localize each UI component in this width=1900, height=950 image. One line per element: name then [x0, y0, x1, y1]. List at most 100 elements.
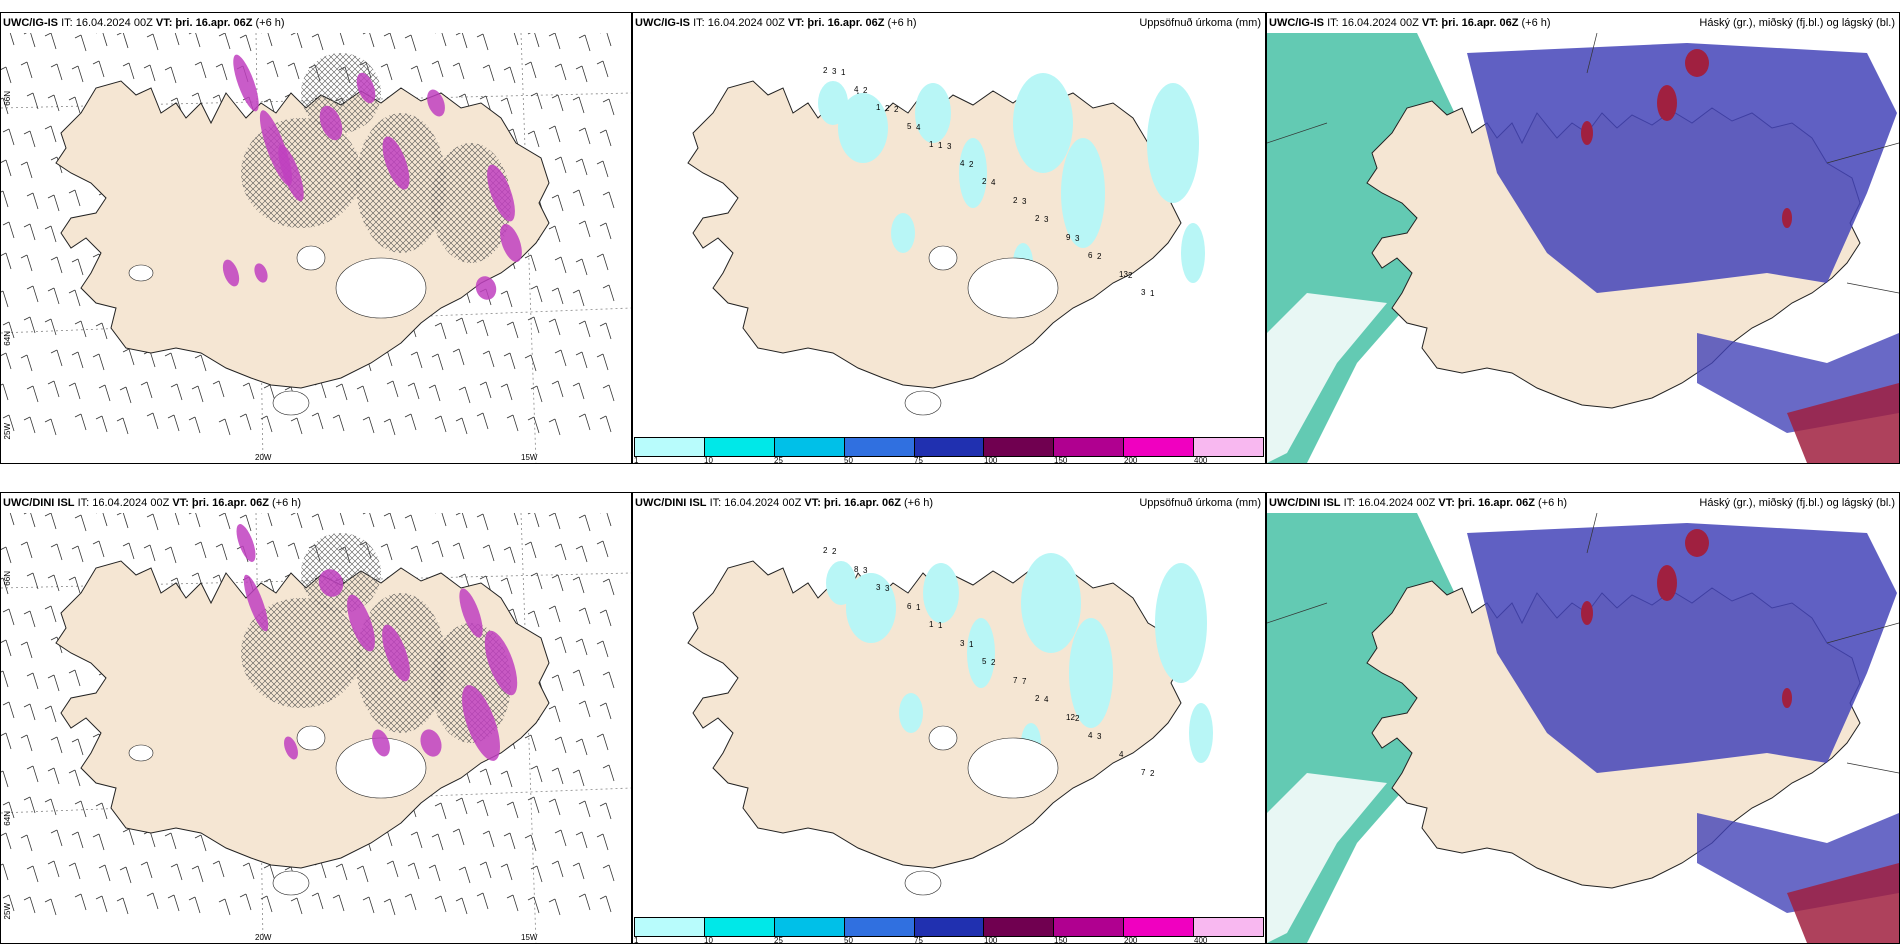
colorbar-swatch	[774, 918, 845, 936]
precip-value-label: 2	[1013, 196, 1018, 205]
colorbar-ticks: 1 10 25 50 75 100 150 200 400	[634, 456, 1264, 463]
wind-barb	[174, 513, 180, 526]
colorbar-swatch	[844, 918, 915, 936]
glacier-patch	[335, 257, 427, 319]
domain-line	[1267, 602, 1328, 624]
wind-barb	[1, 352, 12, 370]
wind-barb	[71, 351, 84, 369]
wind-barb	[191, 865, 204, 883]
wind-barb	[71, 738, 84, 756]
valid-time: VT: þri. 16.apr. 06Z	[1421, 17, 1519, 29]
wind-barb	[92, 833, 105, 851]
wind-barb	[410, 351, 423, 369]
wind-barb	[50, 349, 63, 367]
precip-cell	[319, 105, 343, 141]
wind-barb	[554, 63, 567, 81]
glacier-patch	[272, 390, 310, 416]
precip-value-label: 2	[885, 104, 890, 113]
wind-barb	[362, 416, 375, 434]
wind-barb	[524, 541, 537, 559]
wind-barb	[455, 33, 468, 49]
wind-barb	[47, 94, 60, 112]
wind-barb	[218, 33, 231, 50]
init-time: IT: 16.04.2024 00Z	[1343, 497, 1436, 509]
wind-barb	[599, 802, 612, 820]
wind-barb	[44, 225, 57, 243]
colorbar-swatch	[635, 918, 705, 936]
wind-barb	[311, 412, 324, 430]
wind-barb	[599, 129, 612, 147]
wind-barb	[170, 383, 183, 401]
wind-barb	[431, 60, 444, 78]
wind-barb	[47, 380, 60, 398]
wind-barb	[596, 733, 609, 751]
low-cloud-patch	[1782, 688, 1792, 708]
wind-barb	[74, 800, 87, 818]
wind-barb	[140, 381, 153, 399]
precip-area	[1189, 703, 1213, 763]
wind-barb	[554, 829, 567, 847]
wind-barb	[1, 252, 12, 270]
colorbar-tick-label: 75	[914, 936, 923, 944]
wind-barb	[600, 513, 612, 527]
colorbar-tick-label: 200	[1124, 936, 1138, 944]
wind-barb	[452, 542, 465, 560]
precip-cell	[347, 594, 375, 652]
valid-time: VT: þri. 16.apr. 06Z	[172, 497, 269, 509]
wind-barb	[47, 194, 60, 212]
wind-barb	[242, 862, 255, 880]
cloud-map	[1267, 513, 1899, 943]
precip-value-label: 2	[969, 160, 974, 169]
wind-barb	[602, 864, 615, 882]
colorbar-swatch	[774, 438, 845, 456]
wind-barb	[1, 290, 9, 308]
wind-barb	[50, 736, 63, 754]
glacier-patch	[904, 870, 942, 896]
wind-barb	[407, 862, 420, 880]
wind-barb	[530, 385, 543, 403]
wind-barb	[410, 65, 423, 83]
wind-barb	[1, 670, 9, 688]
wind-barb	[524, 834, 537, 852]
precip-value-label: 3	[1022, 197, 1027, 206]
precip-value-label: 3	[885, 584, 890, 593]
wind-barb	[143, 544, 156, 562]
wind-barb	[500, 863, 513, 881]
precip-area	[899, 693, 923, 733]
wind-barb	[500, 383, 513, 401]
wind-barb	[26, 285, 39, 303]
wind-barb	[263, 864, 276, 882]
wind-barb	[74, 413, 87, 431]
precip-value-label: 7	[1013, 676, 1018, 685]
wind-barb	[332, 414, 345, 432]
wind-barb	[1, 159, 12, 177]
wind-barb	[578, 607, 591, 625]
wind-barb	[119, 386, 132, 404]
wind-barb	[482, 350, 495, 368]
colorbar-swatches	[634, 437, 1264, 457]
wind-barb	[503, 832, 516, 850]
precip-value-label: 3	[1044, 215, 1049, 224]
wind-barb	[356, 865, 369, 883]
precip-area	[891, 213, 915, 253]
wind-barb	[431, 833, 444, 851]
colorbar-tick-label: 25	[774, 936, 783, 944]
precip-value-label: 2	[1128, 271, 1133, 280]
wind-barb	[44, 798, 57, 816]
wind-barb	[188, 416, 201, 434]
lon-label-20w: 20W	[255, 933, 272, 942]
wind-barb	[74, 514, 87, 532]
precip-value-label: 4	[916, 123, 921, 132]
precip-value-label: 3	[876, 583, 881, 592]
wind-barb	[194, 541, 207, 559]
lon-label-15w: 15W	[521, 933, 538, 942]
wind-barb	[503, 352, 516, 370]
wind-barb	[146, 892, 159, 910]
wind-barb	[551, 94, 564, 112]
precip-value-label: 2	[823, 546, 828, 555]
wind-barb	[23, 610, 36, 628]
init-time: IT: 16.04.2024 00Z	[1327, 17, 1419, 29]
wind-barb	[26, 572, 39, 590]
wind-barb	[482, 830, 495, 848]
wind-barb	[383, 513, 396, 530]
